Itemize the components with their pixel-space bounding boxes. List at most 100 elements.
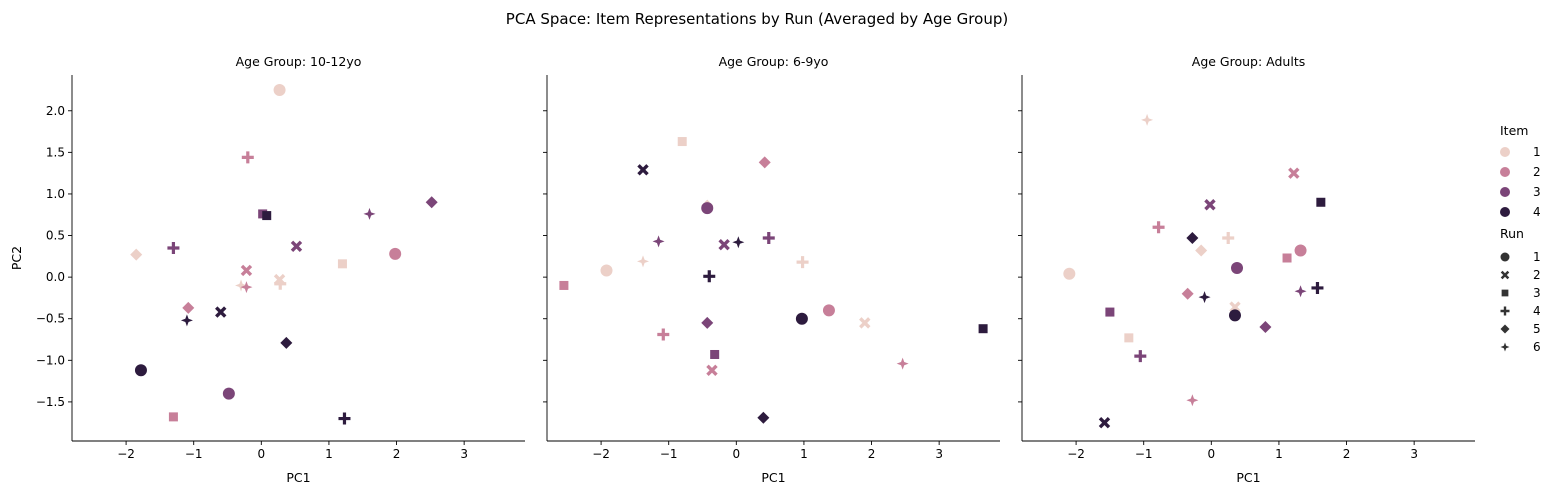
facet-panel: Age Group: Adults −2 −1 0 1 2 3 PC1	[1018, 54, 1475, 485]
legend-marker	[1500, 342, 1510, 352]
legend-label: 5	[1533, 322, 1541, 336]
x-tick-label: −1	[1135, 447, 1153, 461]
scatter-point	[1098, 416, 1111, 429]
x-tick-label: 2	[393, 447, 401, 461]
scatter-point	[1186, 394, 1199, 407]
scatter-point	[706, 364, 718, 376]
legend-marker	[1500, 270, 1510, 280]
y-tick-label: 0.0	[46, 270, 65, 284]
scatter-point	[1181, 287, 1194, 300]
scatter-point	[710, 349, 720, 359]
legend-marker-group	[1500, 306, 1510, 316]
legend-marker-group	[1501, 289, 1509, 297]
scatter-point	[215, 306, 227, 318]
scatter-point	[762, 232, 775, 245]
x-tick-label: 2	[1343, 447, 1351, 461]
scatter-point	[1141, 113, 1154, 126]
legend-label: 2	[1533, 268, 1541, 282]
y-tick-label: −0.5	[36, 312, 65, 326]
scatter-point	[1259, 321, 1272, 334]
x-tick-label: 1	[1275, 447, 1283, 461]
scatter-point	[1134, 350, 1147, 363]
y-tick-label: 1.5	[46, 145, 65, 159]
scatter-point	[1228, 309, 1241, 322]
figure-title: PCA Space: Item Representations by Run (…	[506, 10, 1008, 28]
x-tick-label: −1	[185, 447, 203, 461]
scatter-point	[1105, 307, 1115, 317]
scatter-point	[1204, 199, 1216, 211]
scatter-point	[182, 301, 195, 314]
scatter-point	[363, 207, 376, 220]
legend-marker-group	[1500, 252, 1510, 262]
scatter-point	[896, 357, 909, 370]
legend-marker	[1500, 306, 1510, 316]
scatter-point	[274, 277, 287, 290]
legend-swatch	[1500, 207, 1510, 217]
y-tick-label: −1.5	[36, 395, 65, 409]
scatter-point	[389, 247, 402, 260]
y-tick-label: 1.0	[46, 187, 65, 201]
scatter-point	[637, 255, 650, 268]
x-tick-label: 0	[1207, 447, 1215, 461]
scatter-point	[337, 259, 347, 269]
scatter-point	[796, 256, 809, 269]
scatter-point	[425, 196, 438, 209]
legend: Item 1 2 3 4 Run 1 2 3 4 5 6	[1500, 123, 1541, 354]
y-tick-label: −1.0	[36, 353, 65, 367]
scatter-point	[1294, 244, 1307, 257]
scatter-point	[1294, 285, 1307, 298]
scatter-point	[273, 83, 286, 96]
scatter-point	[338, 412, 351, 425]
scatter-point	[235, 279, 248, 292]
scatter-point	[1311, 281, 1324, 294]
scatter-point	[559, 280, 569, 290]
x-tick-label: 1	[325, 447, 333, 461]
legend-swatch	[1500, 167, 1510, 177]
facet-title: Age Group: Adults	[1192, 54, 1305, 69]
scatter-point	[134, 364, 147, 377]
scatter-point	[600, 264, 613, 277]
scatter-point	[222, 387, 235, 400]
legend-marker-group	[1500, 324, 1510, 334]
facet-panels: Age Group: 10-12yo −2 −1 0 1 2 3 −1.5 −1.0 −0.5 0.…	[9, 54, 1475, 485]
facet-title: Age Group: 10-12yo	[236, 54, 362, 69]
scatter-point	[703, 270, 716, 283]
scatter-point	[1063, 267, 1076, 280]
legend-title-run: Run	[1500, 226, 1524, 241]
x-tick-label: 2	[868, 447, 876, 461]
scatter-point	[241, 151, 254, 164]
scatter-points	[559, 137, 988, 424]
legend-marker	[1500, 252, 1510, 262]
scatter-point	[1195, 244, 1208, 257]
x-tick-label: 3	[1410, 447, 1418, 461]
scatter-point	[180, 314, 193, 327]
x-axis-label: PC1	[286, 470, 310, 485]
legend-label: 6	[1533, 340, 1541, 354]
scatter-point	[290, 240, 303, 253]
x-tick-label: −1	[660, 447, 678, 461]
scatter-point	[168, 412, 178, 422]
legend-label: 2	[1533, 165, 1541, 179]
x-tick-label: 3	[460, 447, 468, 461]
scatter-point	[1282, 253, 1292, 263]
scatter-point	[167, 242, 180, 255]
scatter-point	[822, 304, 835, 317]
scatter-point	[1152, 221, 1165, 234]
legend-swatch	[1500, 187, 1510, 197]
scatter-point	[240, 264, 253, 277]
scatter-point	[657, 328, 670, 341]
legend-label: 1	[1533, 145, 1541, 159]
x-tick-label: 3	[935, 447, 943, 461]
legend-label: 3	[1533, 185, 1541, 199]
x-tick-label: −2	[1067, 447, 1085, 461]
legend-marker-group	[1500, 342, 1510, 352]
scatter-point	[732, 236, 745, 249]
scatter-point	[652, 235, 665, 248]
scatter-point	[1316, 197, 1326, 207]
scatter-points	[1063, 113, 1326, 429]
x-tick-label: 0	[257, 447, 265, 461]
scatter-point	[859, 317, 871, 329]
x-axis-label: PC1	[1236, 470, 1260, 485]
scatter-point	[1231, 261, 1244, 274]
scatter-point	[1124, 333, 1134, 343]
